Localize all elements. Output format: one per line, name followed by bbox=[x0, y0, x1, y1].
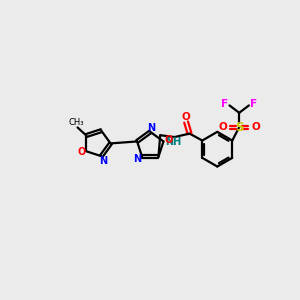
Text: N: N bbox=[100, 156, 108, 166]
Text: O: O bbox=[181, 112, 190, 122]
Text: CH₃: CH₃ bbox=[69, 118, 84, 127]
Text: O: O bbox=[218, 122, 227, 132]
Text: O: O bbox=[251, 122, 260, 132]
Text: F: F bbox=[250, 99, 257, 109]
Text: O: O bbox=[77, 147, 86, 158]
Text: F: F bbox=[221, 99, 228, 109]
Text: O: O bbox=[164, 135, 173, 145]
Text: NH: NH bbox=[165, 137, 181, 147]
Text: N: N bbox=[147, 123, 155, 133]
Text: S: S bbox=[235, 121, 244, 134]
Text: N: N bbox=[133, 154, 141, 164]
